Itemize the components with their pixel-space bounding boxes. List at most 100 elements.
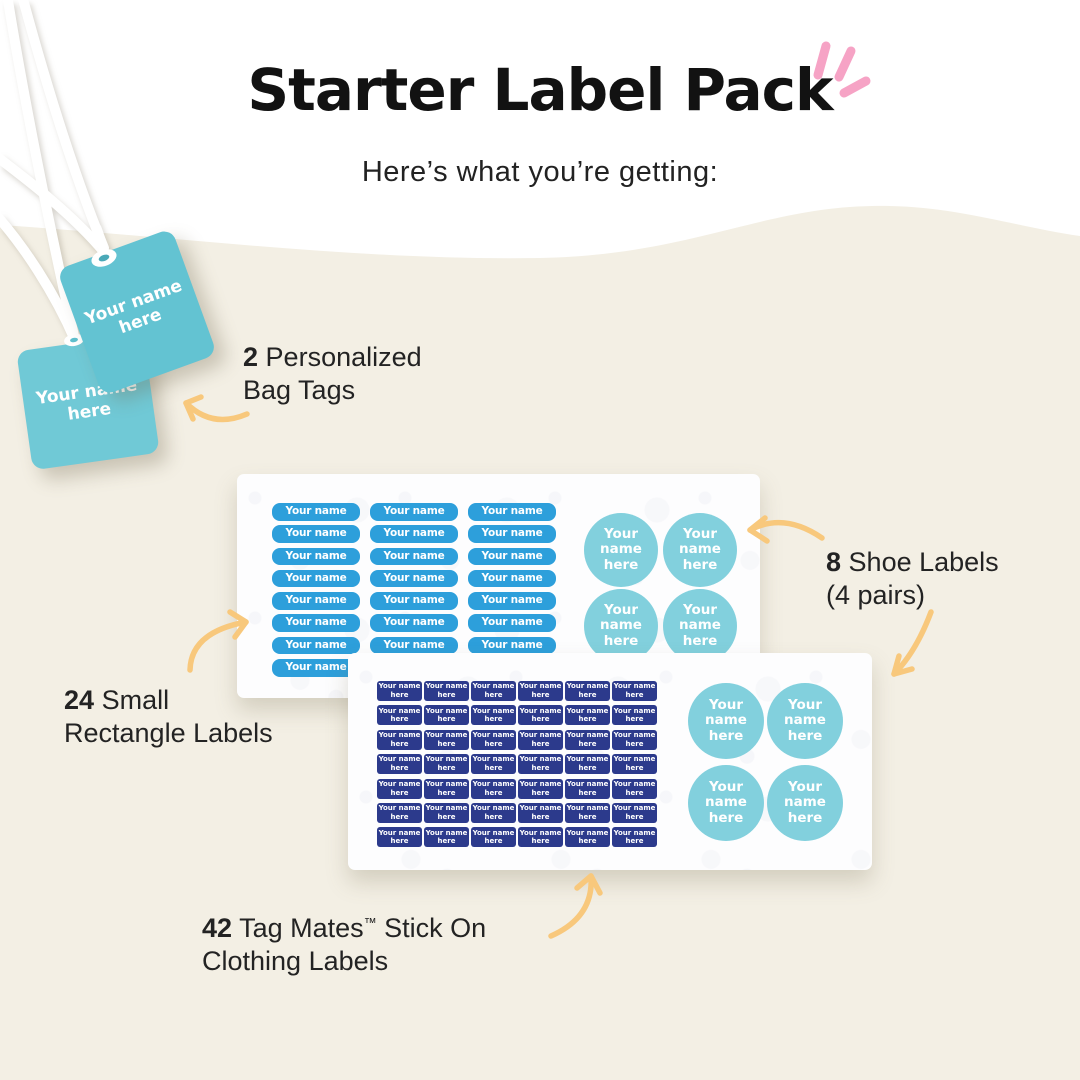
tag-mate-label: Your name here [612,754,657,775]
tag-mate-label: Your name here [565,729,610,750]
page-title: Starter Label Pack [247,56,833,124]
rect-label: Your name here [468,525,556,543]
tag-mates-label-line2: Clothing Labels [202,946,389,976]
tag-mate-label: Your name here [377,778,422,799]
rect-label: Your name here [370,636,458,655]
rect-label: Your name here [370,503,458,521]
tag-mate-label: Your name here [424,681,469,701]
shoe-circle-label: Your name here [688,765,764,841]
rect-label: Your name here [272,547,360,566]
tag-mate-label: Your name here [565,705,610,726]
tag-mate-label: Your name here [377,802,422,823]
rect-label: Your name here [370,592,458,610]
tag-mate-label: Your name here [471,681,516,701]
rect-labels-label: Small [101,685,170,715]
tag-mates-count: 42 [202,913,233,943]
tag-mate-label: Your name here [565,778,610,799]
bag-tags-label: Personalized [265,342,422,372]
shoe-circle-label: Your name here [584,589,658,663]
rect-label: Your name here [272,569,360,588]
rect-label: Your name here [370,547,458,566]
tag-mate-label: Your name here [471,802,516,823]
shoe-circles-1: Your name here Your name here Your name here Y… [584,513,737,663]
annotation-shoe-labels: 8 Shoe Labels (4 pairs) [826,546,999,612]
strap-back-2 [0,211,80,345]
shoe-circle-label: Your name here [767,683,843,759]
tag-mate-label: Your name here [565,681,610,701]
rect-label: Your name here [272,636,360,655]
rect-label: Your name here [468,592,556,610]
rect-label: Your name here [272,659,360,677]
strap-back-1 [2,0,80,345]
shoe-labels-count: 8 [826,547,842,577]
tag-mate-label: Your name here [377,827,422,848]
rect-label: Your name here [468,636,556,655]
rect-labels-count: 24 [64,685,95,715]
tag-mate-label: Your name here [518,729,563,750]
bag-tags-count: 2 [243,342,259,372]
grommet-hole [70,337,78,343]
annotation-tag-mates: 42 Tag Mates™ Stick On Clothing Labels [202,912,486,978]
rect-label: Your name here [272,614,360,632]
rect-label: Your name here [468,547,556,566]
tag-mate-label: Your name here [612,802,657,823]
rect-label: Your name here [468,614,556,632]
tag-mate-label: Your name here [424,729,469,750]
tag-mate-label: Your name here [565,802,610,823]
tag-mate-label: Your name here [518,705,563,726]
shoe-circles-2: Your name here Your name here Your name here Y… [688,683,843,841]
rect-labels-label-line2: Rectangle Labels [64,718,273,748]
rect-label: Your name here [272,592,360,610]
tag-mates-label: Tag Mates [239,913,364,943]
shoe-circle-label: Your name here [663,513,737,587]
trademark-symbol: ™ [363,915,377,930]
annotation-bag-tags: 2 Personalized Bag Tags [243,341,422,407]
tag-mate-label: Your name here [424,827,469,848]
tag-mate-label: Your name here [471,778,516,799]
shoe-circle-label: Your name here [688,683,764,759]
shoe-labels-label-line2: (4 pairs) [826,580,926,610]
tag-mate-label: Your name here [518,681,563,701]
tag-mate-label: Your name here [612,778,657,799]
rect-label: Your name here [272,503,360,521]
tag-mate-label: Your name here [471,754,516,775]
rect-label: Your name here [272,525,360,543]
tag-mate-label: Your name here [518,802,563,823]
shoe-circle-label: Your name here [663,589,737,663]
tag-mate-grid: Your name here Your name here Your name here Y… [377,681,657,848]
tag-mate-label: Your name here [424,802,469,823]
rect-label: Your name here [468,503,556,521]
tag-mate-label: Your name here [377,729,422,750]
rect-label: Your name here [370,614,458,632]
tag-mates-label2: Stick On [384,913,487,943]
tag-mate-label: Your name here [518,754,563,775]
tag-mate-label: Your name here [424,705,469,726]
rect-label: Your name here [468,569,556,588]
tag-mate-label: Your name here [471,827,516,848]
rect-label: Your name here [370,569,458,588]
tag-mate-label: Your name here [377,754,422,775]
shoe-circle-label: Your name here [767,765,843,841]
tag-mate-label: Your name here [424,778,469,799]
annotation-rect-labels: 24 Small Rectangle Labels [64,684,273,750]
tag-mate-label: Your name here [612,827,657,848]
strap-front-1 [18,0,109,253]
tag-mate-label: Your name here [471,729,516,750]
rect-label-grid: Your name here Your name here Your name he… [272,503,556,677]
shoe-circle-label: Your name here [584,513,658,587]
tag-mate-label: Your name here [612,705,657,726]
tag-mate-label: Your name here [377,705,422,726]
tag-mate-label: Your name here [565,754,610,775]
tag-mate-label: Your name here [518,827,563,848]
rect-label: Your name here [370,525,458,543]
bag-tags-label-line2: Bag Tags [243,375,356,405]
tag-mate-label: Your name here [518,778,563,799]
tag-mate-label: Your name here [612,729,657,750]
tag-mate-label: Your name here [471,705,516,726]
label-sheet-tag-mates: Your name here Your name here Your name here Y… [348,653,872,870]
shoe-labels-label: Shoe Labels [848,547,999,577]
